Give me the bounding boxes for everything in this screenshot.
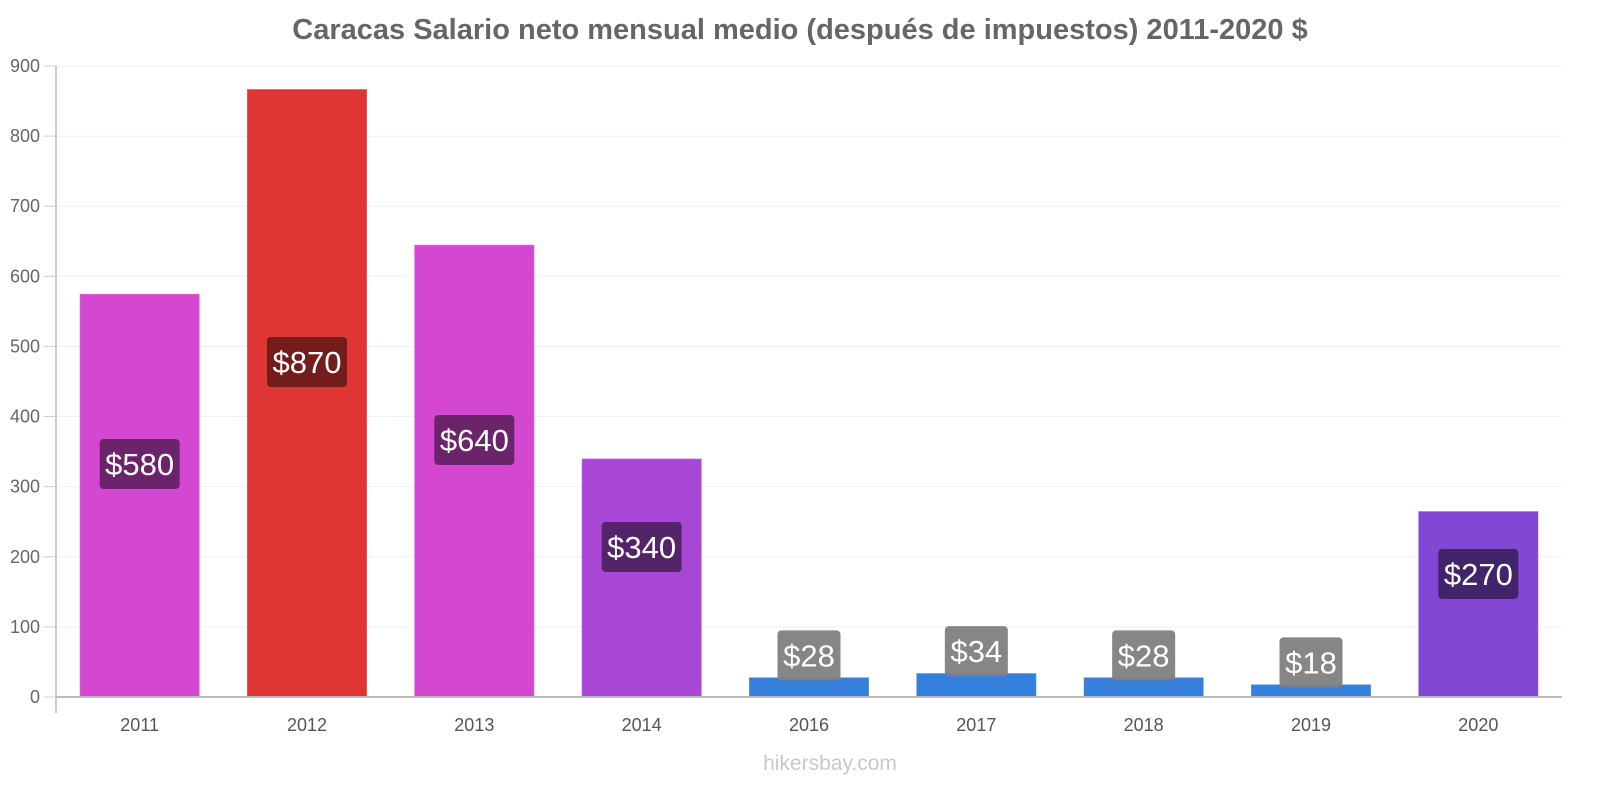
x-tick-label: 2014 bbox=[622, 715, 662, 735]
data-label: $640 bbox=[440, 423, 509, 458]
x-tick-label: 2011 bbox=[120, 715, 159, 735]
y-tick-label: 400 bbox=[10, 407, 40, 427]
x-tick-label: 2017 bbox=[956, 715, 996, 735]
data-label: $28 bbox=[1118, 638, 1170, 673]
watermark: hikersbay.com bbox=[763, 752, 897, 775]
x-tick-label: 2012 bbox=[287, 715, 327, 735]
data-label: $18 bbox=[1285, 645, 1337, 680]
y-tick-label: 900 bbox=[10, 56, 40, 76]
data-label: $28 bbox=[783, 638, 835, 673]
x-tick-label: 2020 bbox=[1458, 715, 1498, 735]
x-tick-label: 2013 bbox=[454, 715, 494, 735]
y-tick-label: 100 bbox=[10, 617, 40, 637]
y-tick-label: 500 bbox=[10, 336, 40, 356]
y-tick-label: 600 bbox=[10, 266, 40, 286]
bar-2011 bbox=[79, 293, 201, 698]
y-tick-label: 700 bbox=[10, 196, 40, 216]
data-label-bg bbox=[1279, 637, 1343, 688]
data-label-bg bbox=[601, 522, 682, 572]
data-label-bg bbox=[944, 626, 1008, 677]
data-label-bg bbox=[267, 337, 347, 387]
data-label: $580 bbox=[105, 447, 174, 482]
bar-2013 bbox=[413, 244, 535, 698]
bar-2012 bbox=[246, 88, 368, 698]
x-tick-label: 2016 bbox=[789, 715, 829, 735]
bar-2017 bbox=[915, 672, 1037, 698]
data-label-bg bbox=[99, 439, 180, 489]
y-tick-label: 300 bbox=[10, 477, 40, 497]
data-label-bg bbox=[1112, 630, 1176, 681]
bar-2014 bbox=[581, 458, 703, 698]
data-label-bg bbox=[777, 630, 841, 681]
data-label: $870 bbox=[273, 345, 342, 380]
y-tick-label: 0 bbox=[30, 687, 40, 707]
y-tick-label: 800 bbox=[10, 126, 40, 146]
data-label-bg bbox=[1438, 549, 1519, 599]
data-label-bg bbox=[434, 415, 515, 465]
data-label: $34 bbox=[950, 634, 1002, 669]
data-label: $340 bbox=[607, 530, 676, 565]
x-tick-label: 2019 bbox=[1291, 715, 1331, 735]
x-tick-label: 2018 bbox=[1124, 715, 1164, 735]
bar-2020 bbox=[1417, 510, 1539, 698]
data-label: $270 bbox=[1444, 557, 1513, 592]
chart-title: Caracas Salario neto mensual medio (desp… bbox=[292, 14, 1308, 46]
y-tick-label: 200 bbox=[10, 547, 40, 567]
